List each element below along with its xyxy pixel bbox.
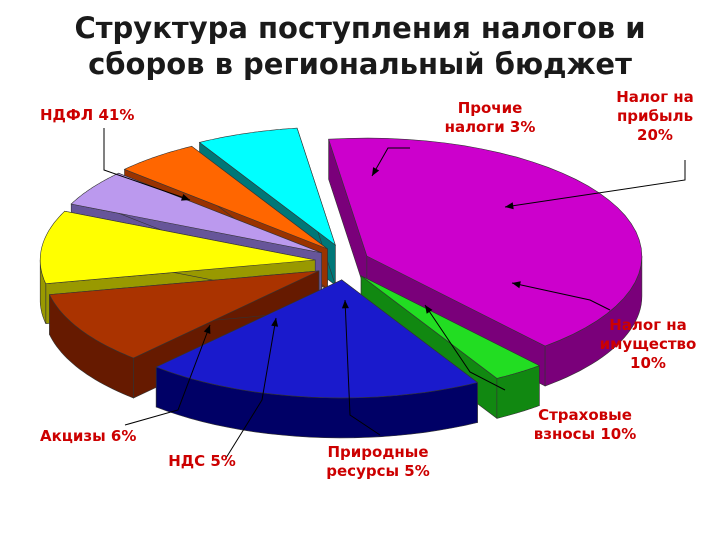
leader-arrowhead-excise	[203, 325, 211, 334]
leader-line-ndfl	[103, 128, 191, 201]
slice-property-top	[49, 270, 320, 359]
leader-arrowhead-profit	[505, 202, 514, 210]
leader-lines	[103, 128, 686, 459]
leader-line-profit	[504, 160, 686, 208]
leader-line-natural	[344, 299, 381, 436]
slice-vat-top	[123, 145, 328, 250]
leader-arrowhead-other	[372, 167, 380, 176]
leader-line-vat	[225, 317, 277, 459]
slice-excise-top	[198, 127, 336, 246]
slice-label-property: Налог на имущество 10%	[600, 316, 697, 372]
slice-profit	[155, 279, 479, 439]
slice-label-excise-line-1: Акцизы 6%	[40, 427, 136, 445]
slice-label-vat-line-1: НДС 5%	[168, 452, 236, 470]
slice-label-property-line-1: Налог на	[609, 316, 687, 334]
slice-label-ndfl-line-1: НДФЛ 41%	[40, 106, 134, 124]
slice-label-natural: Природные ресурсы 5%	[326, 443, 429, 480]
leader-arrowhead-insurance	[425, 305, 433, 314]
leader-arrowhead-natural	[341, 300, 349, 309]
slice-natural-top	[70, 172, 322, 254]
slice-label-profit: Налог на прибыль 20%	[616, 88, 694, 144]
slice-label-vat: НДС 5%	[168, 452, 236, 470]
chart-title: Структура поступления налогов и сборов в…	[40, 10, 680, 82]
chart-title-line-1: Структура поступления налогов и	[74, 11, 646, 45]
leader-line-excise	[124, 324, 211, 426]
slice-label-natural-line-1: Природные	[327, 443, 428, 461]
slice-insurance-top	[39, 210, 316, 285]
leader-line-property	[511, 282, 611, 311]
slice-label-property-line-3: 10%	[630, 354, 666, 372]
leader-arrowhead-property	[512, 281, 521, 289]
slice-label-natural-line-2: ресурсы 5%	[326, 462, 429, 480]
slice-labels: НДФЛ 41% Прочие налоги 3%Налог на прибыль 20…	[40, 88, 696, 480]
slice-label-excise: Акцизы 6%	[40, 427, 136, 445]
chart-title-line-2: сборов в региональный бюджет	[88, 47, 632, 81]
slice-label-insurance: Страховые взносы 10%	[534, 406, 636, 443]
slice-label-profit-line-2: прибыль	[617, 107, 693, 125]
slice-label-other-line-2: налоги 3%	[445, 118, 536, 136]
slice-label-insurance-line-2: взносы 10%	[534, 425, 636, 443]
slice-label-other-line-1: Прочие	[458, 99, 523, 117]
slice-label-property-line-2: имущество	[600, 335, 697, 353]
slice-other-top	[360, 275, 541, 379]
slice-label-other: Прочие налоги 3%	[445, 99, 536, 136]
leader-line-other	[371, 147, 410, 177]
slice-label-profit-line-3: 20%	[637, 126, 673, 144]
slice-profit-top	[155, 279, 479, 399]
leader-line-insurance	[424, 304, 506, 391]
slice-label-insurance-line-1: Страховые	[538, 406, 632, 424]
slice-label-profit-line-1: Налог на	[616, 88, 694, 106]
leader-arrowhead-vat	[271, 318, 279, 327]
slice-label-ndfl: НДФЛ 41%	[40, 106, 134, 124]
pie-slices	[39, 127, 643, 439]
leader-arrowhead-ndfl	[181, 194, 190, 201]
